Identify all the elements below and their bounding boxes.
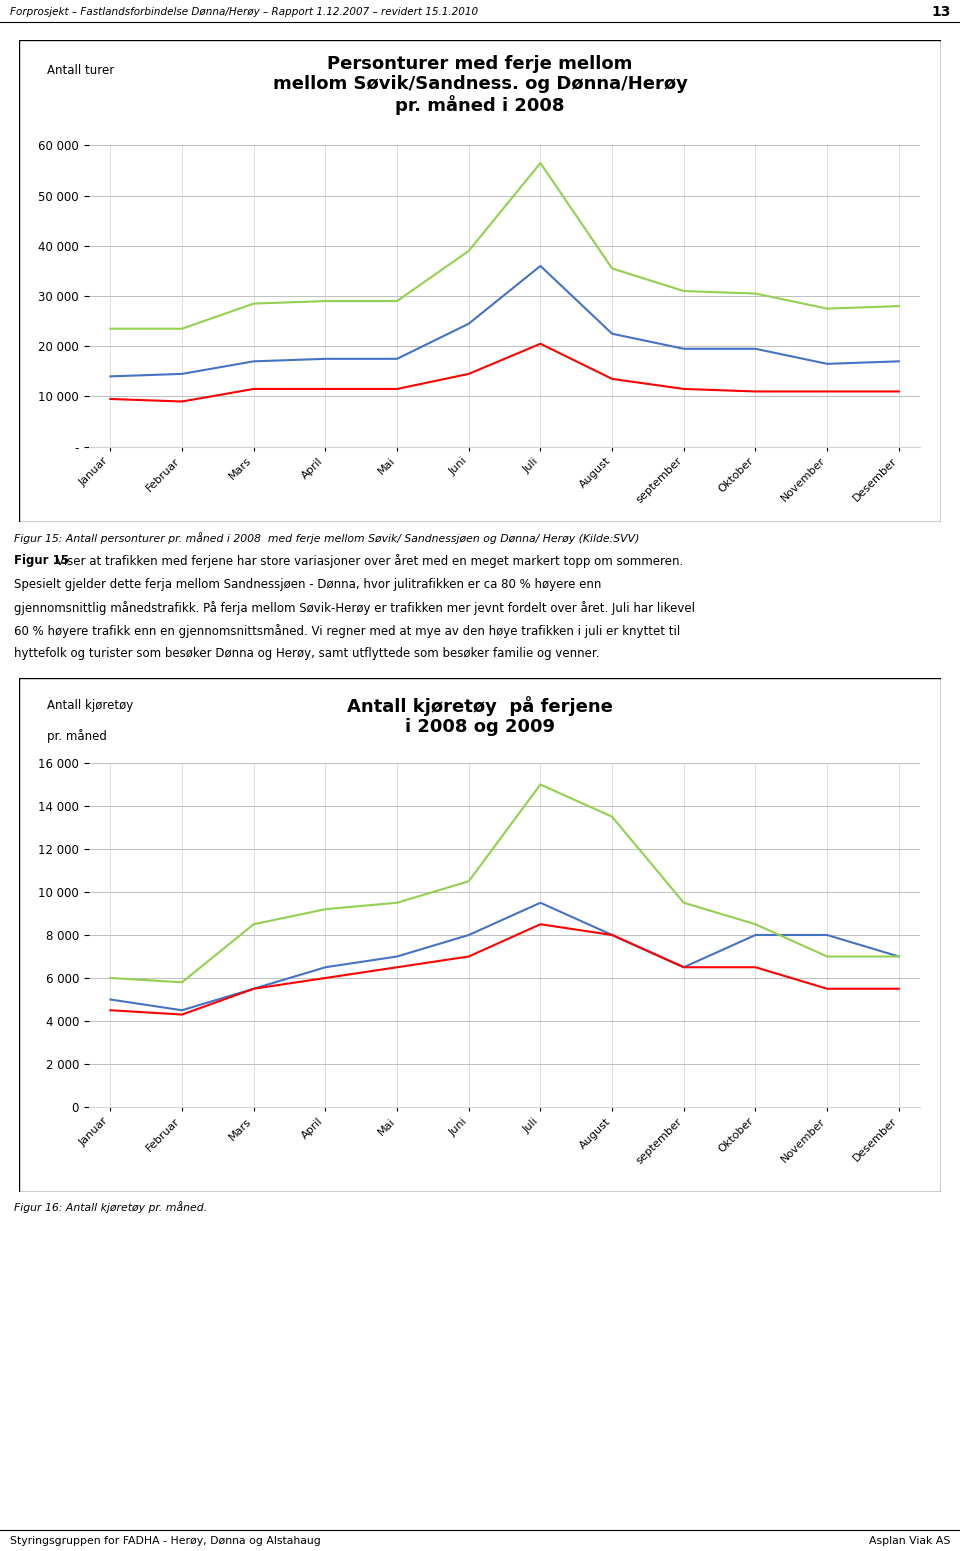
Text: Figur 15: Figur 15 — [14, 554, 69, 568]
Text: Asplan Viak AS: Asplan Viak AS — [869, 1535, 950, 1545]
Text: hyttefolk og turister som besøker Dønna og Herøy, samt utflyttede som besøker fa: hyttefolk og turister som besøker Dønna … — [14, 647, 600, 661]
Text: Antall turer: Antall turer — [47, 64, 114, 78]
Text: viser at trafikken med ferjene har store variasjoner over året med en meget mark: viser at trafikken med ferjene har store… — [54, 554, 684, 568]
Text: Antall kjøretøy  på ferjene: Antall kjøretøy på ferjene — [348, 696, 612, 717]
Text: Styringsgruppen for FADHA - Herøy, Dønna og Alstahaug: Styringsgruppen for FADHA - Herøy, Dønna… — [10, 1535, 321, 1545]
Text: pr. måned: pr. måned — [47, 729, 107, 743]
Text: Forprosjekt – Fastlandsforbindelse Dønna/Herøy – Rapport 1.12.2007 – revidert 15: Forprosjekt – Fastlandsforbindelse Dønna… — [10, 8, 478, 17]
Text: i 2008 og 2009: i 2008 og 2009 — [405, 718, 555, 737]
Text: pr. måned i 2008: pr. måned i 2008 — [396, 95, 564, 115]
Text: mellom Søvik/Sandness. og Dønna/Herøy: mellom Søvik/Sandness. og Dønna/Herøy — [273, 74, 687, 93]
Text: Figur 15: Antall personturer pr. måned i 2008  med ferje mellom Søvik/ Sandnessj: Figur 15: Antall personturer pr. måned i… — [14, 532, 639, 544]
Text: Personturer med ferje mellom: Personturer med ferje mellom — [327, 56, 633, 73]
Text: 13: 13 — [931, 5, 950, 19]
Text: Figur 16: Antall kjøretøy pr. måned.: Figur 16: Antall kjøretøy pr. måned. — [14, 1200, 207, 1213]
Text: gjennomsnittlig månedstrafikk. På ferja mellom Søvik-Herøy er trafikken mer jevn: gjennomsnittlig månedstrafikk. På ferja … — [14, 600, 695, 614]
Text: Antall kjøretøy: Antall kjøretøy — [47, 698, 133, 712]
Text: 60 % høyere trafikk enn en gjennomsnittsmåned. Vi regner med at mye av den høye : 60 % høyere trafikk enn en gjennomsnitts… — [14, 624, 681, 637]
Text: Spesielt gjelder dette ferja mellom Sandnessjøen - Dønna, hvor julitrafikken er : Spesielt gjelder dette ferja mellom Sand… — [14, 577, 602, 591]
